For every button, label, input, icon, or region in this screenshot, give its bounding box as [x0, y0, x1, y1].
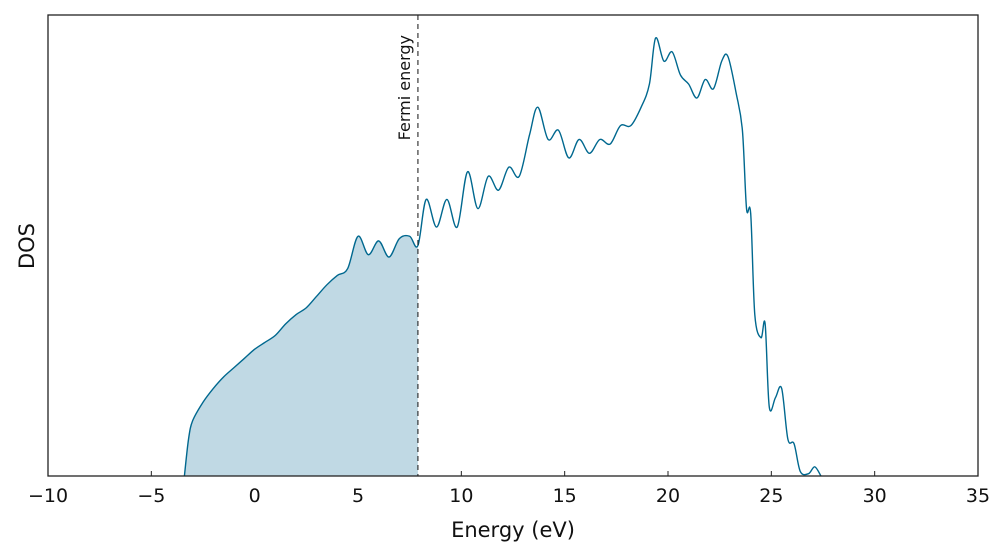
- x-tick-label: 25: [759, 485, 783, 507]
- x-tick-label: 0: [249, 485, 261, 507]
- x-tick-label: −10: [28, 485, 68, 507]
- x-tick-label: −5: [137, 485, 165, 507]
- x-tick-label: 5: [352, 485, 364, 507]
- plot-frame: [47, 14, 979, 477]
- x-tick-label: 30: [863, 485, 887, 507]
- shaded-area: [184, 235, 418, 476]
- x-tick-label: 10: [449, 485, 473, 507]
- x-tick-label: 20: [656, 485, 680, 507]
- x-tick-label: 35: [966, 485, 990, 507]
- x-axis-label: Energy (eV): [451, 518, 575, 542]
- x-tick-label: 15: [553, 485, 577, 507]
- annotation-label: Fermi energy: [395, 35, 414, 140]
- y-axis-label: DOS: [15, 223, 39, 269]
- line: [183, 37, 822, 477]
